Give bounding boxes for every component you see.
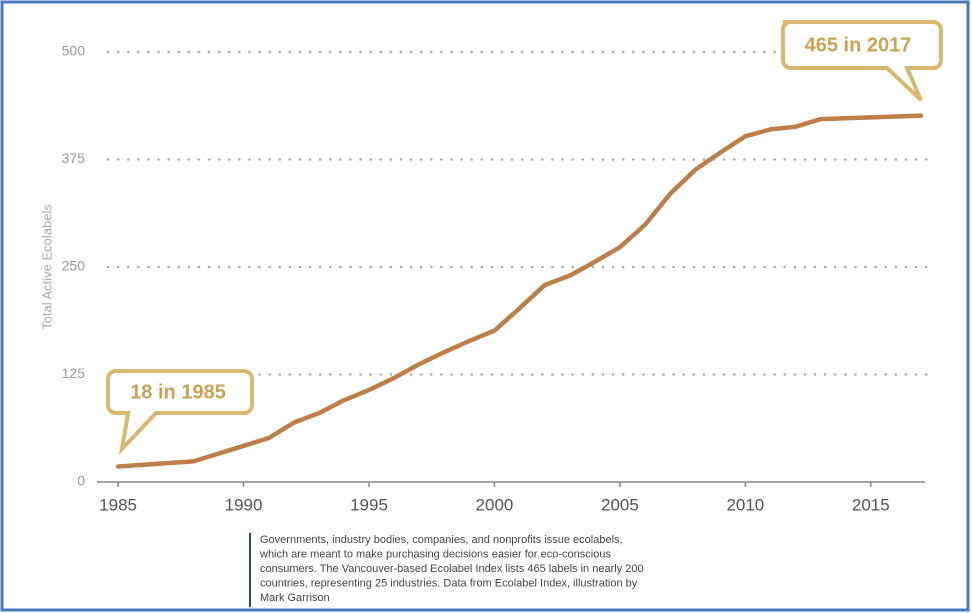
y-tick-label: 125	[62, 365, 86, 381]
y-tick-label: 500	[62, 43, 86, 59]
callout-box	[781, 20, 943, 102]
callout-text: 18 in 1985	[130, 381, 226, 403]
caption-line: Mark Garrison	[260, 592, 330, 604]
x-tick-label: 2000	[476, 495, 514, 514]
caption-line: Governments, industry bodies, companies,…	[260, 534, 623, 546]
y-tick-label: 0	[77, 473, 85, 489]
y-axis-label: Total Active Ecolabels	[39, 204, 54, 330]
caption-line: which are meant to make purchasing decis…	[259, 548, 611, 560]
y-tick-label: 375	[62, 150, 86, 166]
x-tick-label: 1995	[350, 495, 388, 514]
caption-line: countries, representing 25 industries. D…	[260, 577, 638, 589]
callout-text: 465 in 2017	[805, 34, 912, 56]
caption-line: consumers. The Vancouver-based Ecolabel …	[260, 563, 644, 575]
x-tick-label: 2015	[852, 495, 890, 514]
data-line	[115, 113, 924, 469]
x-tick-label: 1985	[99, 495, 137, 514]
x-tick-label: 2010	[726, 495, 764, 514]
x-tick-label: 2005	[601, 495, 639, 514]
callout-box	[106, 369, 254, 456]
caption: Governments, industry bodies, companies,…	[259, 534, 644, 604]
x-tick-label: 1990	[225, 495, 263, 514]
y-tick-label: 250	[62, 258, 86, 274]
